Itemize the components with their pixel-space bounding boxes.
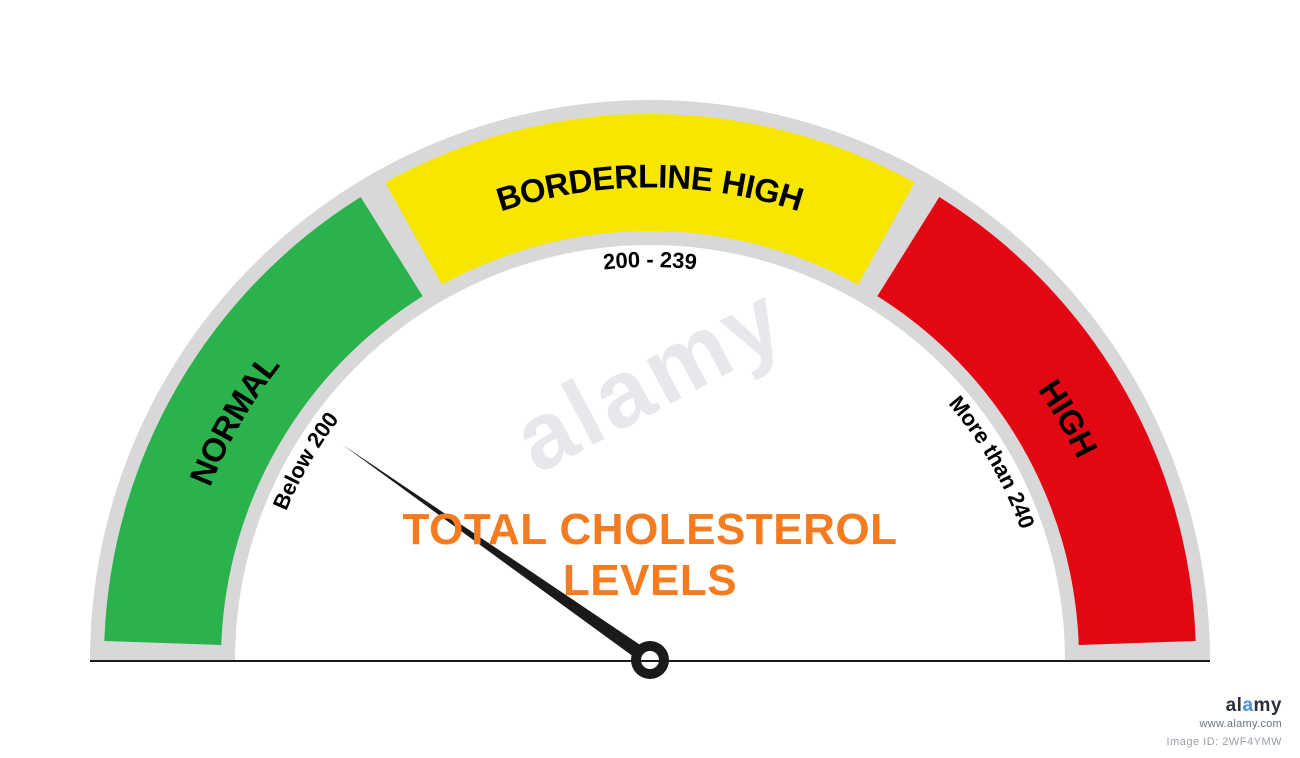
gauge-baseline: [90, 660, 1210, 662]
gauge-title: TOTAL CHOLESTEROL LEVELS: [403, 505, 898, 606]
range-label-borderline: 200 - 239: [602, 247, 698, 275]
gauge-title-line2: LEVELS: [563, 556, 737, 605]
stock-logo: alamy www.alamy.com: [1199, 695, 1282, 730]
stock-brand: alamy: [1199, 695, 1282, 717]
gauge-title-line1: TOTAL CHOLESTEROL: [403, 505, 898, 554]
gauge-svg: NORMAL BORDERLINE HIGH HIGH Below 200 20…: [0, 50, 1300, 750]
stock-image-id: Image ID: 2WF4YMW: [1167, 736, 1282, 748]
stock-sub: www.alamy.com: [1199, 718, 1282, 730]
gauge-container: NORMAL BORDERLINE HIGH HIGH Below 200 20…: [0, 0, 1300, 758]
